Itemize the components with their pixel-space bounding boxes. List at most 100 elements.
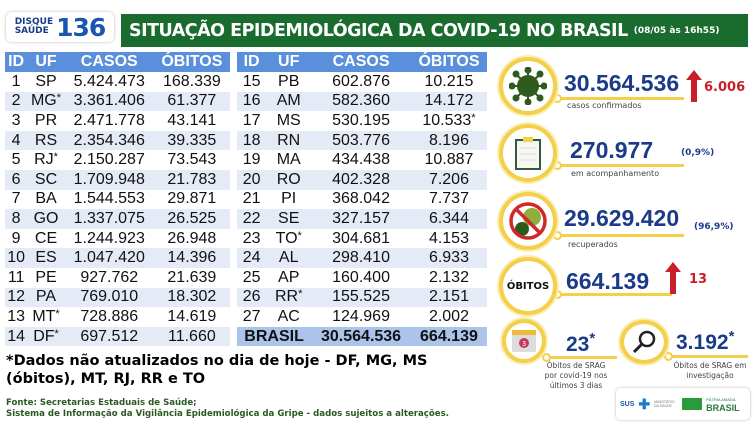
table-row: 2 MG* 3.361.406 61.377: [5, 91, 230, 112]
source: Fonte: Secretarias Estaduais de Saúde; Si…: [6, 398, 449, 420]
deaths-badge: ÓBITOS: [499, 257, 557, 315]
obitos: 4.153: [428, 229, 469, 247]
uf: AL: [278, 249, 299, 267]
uf-cell: RJ*: [27, 150, 65, 170]
uf: RJ: [34, 151, 54, 169]
obitos: 29.871: [167, 190, 217, 208]
column-header: ID: [237, 52, 267, 72]
table-row: 27 AC 124.969 2.002: [237, 307, 487, 327]
dot: [553, 231, 562, 240]
obitos: 14.396: [167, 249, 217, 267]
casos-cell: 530.195: [332, 111, 390, 129]
id-cell: 1: [11, 72, 21, 90]
obitos-cell: 14.619: [154, 307, 230, 327]
column-header: ÓBITOS: [153, 52, 230, 72]
id-cell: 12: [5, 287, 28, 308]
cross-icon: ✚: [638, 395, 651, 412]
brazil-flag-icon: [682, 398, 703, 410]
recovered-value: 29.629.420: [564, 205, 680, 231]
id-cell: 22: [237, 209, 267, 229]
calendar-day: 3: [522, 340, 526, 348]
casos-cell: 5.424.473: [73, 72, 145, 90]
table-row: 11 PE 927.762 21.639: [5, 268, 230, 288]
uf: PI: [281, 190, 297, 208]
obitos-cell: 21.783: [153, 169, 230, 190]
uf-cell: PA: [27, 287, 65, 308]
uf: AM: [276, 92, 301, 110]
uf-cell: CE: [27, 229, 65, 249]
srag-recent-value: 23*: [566, 330, 596, 357]
column-header: CASOS: [311, 52, 411, 72]
obitos: 26.525: [167, 209, 217, 227]
obitos-cell: 4.153: [411, 229, 487, 249]
underline: [668, 355, 748, 358]
source-line1: Fonte: Secretarias Estaduais de Saúde;: [6, 398, 197, 408]
casos-cell: 697.512: [64, 326, 154, 347]
obitos: 14.619: [167, 307, 217, 325]
total-obitos: 664.139: [410, 326, 487, 347]
table-row: 15 PB 602.876 10.215: [237, 72, 487, 92]
uf: MT: [32, 307, 56, 325]
logo-number: 136: [56, 12, 106, 42]
uf-cell: PI: [266, 190, 311, 210]
uf-cell: PR: [27, 111, 65, 131]
asterisk: *: [297, 229, 302, 242]
underline: [545, 356, 617, 359]
obitos-cell: 21.639: [154, 268, 230, 288]
clipboard-icon: [499, 124, 557, 182]
government-logos: SUS ✚ MINISTÉRIO DA SAÚDE PÁTRIA AMADA BR…: [616, 388, 750, 420]
uf: PE: [35, 268, 57, 286]
uf: RS: [34, 131, 58, 149]
id-cell: 20: [237, 169, 267, 190]
obitos-cell: 6.344: [410, 209, 487, 229]
casos-cell: 1.244.923: [73, 229, 145, 247]
asterisk: *: [589, 330, 596, 347]
dot: [542, 353, 551, 362]
magnifier-icon: [620, 320, 668, 364]
logo-line2: SAÚDE: [14, 26, 49, 36]
uf-cell: AM: [266, 91, 312, 112]
obitos: 10.887: [424, 151, 474, 169]
uf: SE: [278, 209, 300, 227]
obitos: 39.335: [167, 131, 217, 149]
underline: [556, 97, 684, 100]
asterisk: *: [55, 307, 60, 320]
table-row: 20 RO 402.328 7.206: [237, 169, 487, 190]
states-table-right: ID UF CASOS ÓBITOS 15 PB 602.876 10.215 16 AM…: [237, 52, 487, 347]
uf-cell: PE: [27, 268, 65, 288]
casos-cell: 602.876: [332, 72, 390, 90]
asterisk: *: [471, 111, 476, 124]
states-table-left: ID UF CASOS ÓBITOS 1 SP 5.424.473 168.339 2 M…: [5, 52, 230, 347]
uf-cell: SC: [27, 169, 65, 190]
obitos: 7.206: [428, 170, 469, 188]
id-cell: 24: [237, 248, 267, 268]
timestamp: (08/05 às 16h55): [633, 25, 720, 36]
dot: [664, 352, 673, 361]
casos-cell: 1.709.948: [64, 169, 154, 190]
underline: [556, 293, 672, 296]
underline: [556, 164, 684, 167]
obitos-cell: 26.948: [154, 229, 230, 249]
table-row: 1 SP 5.424.473 168.339: [5, 72, 230, 92]
id-cell: 13: [7, 307, 26, 325]
arrow-up-icon: [686, 70, 702, 102]
obitos: 2.151: [428, 288, 469, 306]
page-title: SITUAÇÃO EPIDEMIOLÓGICA DA COVID-19 NO B…: [121, 14, 748, 47]
footnote: *Dados não atualizados no dia de hoje - …: [6, 353, 428, 387]
uf: SC: [34, 170, 58, 188]
srag-investigation-value: 3.192*: [676, 329, 734, 355]
obitos-cell: 2.151: [410, 287, 487, 308]
deaths-delta: 13: [689, 272, 708, 287]
obitos-cell: 8.196: [410, 130, 487, 151]
deaths-value: 664.139: [566, 268, 650, 294]
uf: CE: [34, 229, 58, 247]
uf: MS: [276, 111, 301, 129]
obitos: 21.783: [167, 170, 217, 188]
obitos-cell: 11.660: [153, 326, 230, 347]
casos-cell: 368.042: [332, 190, 390, 208]
uf: BA: [35, 190, 57, 208]
uf: PA: [35, 288, 57, 306]
obitos: 6.344: [428, 209, 469, 227]
id-cell: 21: [242, 190, 261, 208]
ministry-logo: MINISTÉRIO DA SAÚDE: [654, 400, 675, 408]
